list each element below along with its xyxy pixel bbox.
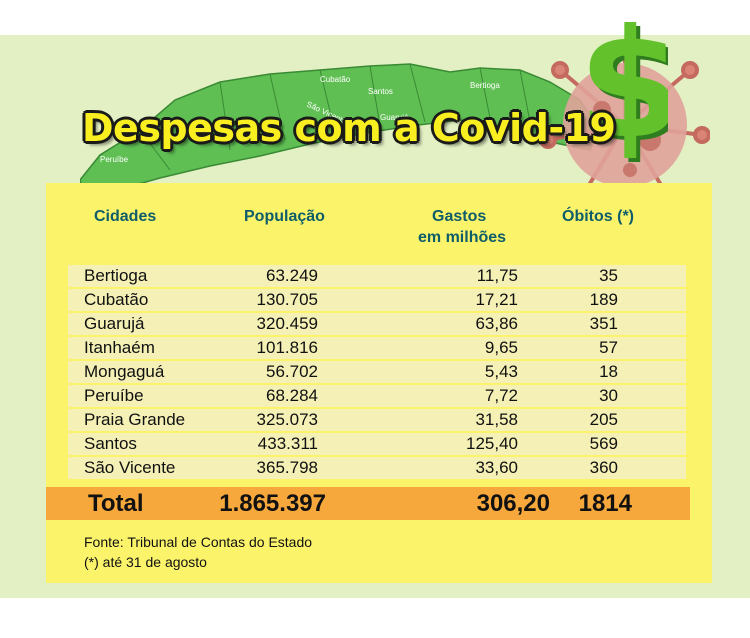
cell-population: 68.284 [266, 386, 318, 405]
svg-text:$: $ [582, 6, 668, 166]
coast-map: Bertioga Cubatão Santos São Vicente Guar… [80, 63, 601, 199]
background-bottom [0, 598, 750, 638]
header-deaths: Óbitos (*) [562, 208, 634, 225]
svg-text:$: $ [578, 6, 668, 166]
cell-deaths: 351 [589, 314, 618, 333]
cell-spending: 5,43 [484, 362, 518, 381]
cell-deaths: 189 [589, 290, 618, 309]
cell-population: 433.311 [257, 434, 318, 453]
map-label: Cubatão [320, 75, 351, 84]
cell-city: Guarujá [84, 314, 145, 333]
cell-city: Santos [84, 434, 137, 453]
header-cities: Cidades [94, 208, 157, 225]
cell-population: 130.705 [256, 290, 318, 309]
cell-deaths: 360 [589, 458, 618, 477]
cell-city: Itanhaém [84, 338, 155, 357]
map-label: Peruíbe [100, 155, 129, 164]
cell-spending: 63,86 [475, 314, 518, 333]
table-row: Cubatão 130.705 17,21 189 [68, 289, 686, 311]
cell-city: Mongaguá [84, 362, 165, 381]
total-deaths: 1814 [578, 490, 632, 517]
virus-icon [540, 40, 710, 209]
cell-city: Praia Grande [84, 410, 186, 429]
table-row: Praia Grande 325.073 31,58 205 [68, 409, 686, 431]
table-panel [46, 183, 712, 583]
map-label: Santos [368, 87, 393, 96]
table-row: Peruíbe 68.284 7,72 30 [68, 385, 686, 407]
cell-population: 56.702 [266, 362, 318, 381]
cell-spending: 11,75 [476, 266, 518, 285]
page-title: Despesas com a Covid-19 [82, 106, 616, 150]
total-row: Total 1.865.397 306,20 1814 [46, 487, 690, 520]
cell-deaths: 569 [589, 434, 618, 453]
total-spending: 306,20 [476, 490, 550, 517]
cell-population: 320.459 [256, 314, 318, 333]
cell-deaths: 205 [589, 410, 618, 429]
cell-city: Bertioga [84, 266, 148, 285]
table-row: Itanhaém 101.816 9,65 57 [68, 337, 686, 359]
cell-population: 365.798 [256, 458, 318, 477]
source-note: Fonte: Tribunal de Contas do Estado [84, 534, 313, 550]
header-population: População [244, 208, 325, 225]
table-row: Guarujá 320.459 63,86 351 [68, 313, 686, 335]
table-row: São Vicente 365.798 33,60 360 [68, 457, 686, 479]
header-spending-line1: Gastos [432, 208, 487, 225]
map-label: Bertioga [470, 81, 500, 90]
cell-city: Cubatão [84, 290, 149, 309]
cell-spending: 9,65 [484, 338, 518, 357]
total-population: 1.865.397 [219, 490, 326, 517]
cell-deaths: 18 [599, 362, 618, 381]
cell-deaths: 35 [599, 266, 618, 285]
header-spending-line2: em milhões [418, 229, 507, 246]
cell-spending: 33,60 [475, 458, 518, 477]
map-label: Guarujá [380, 113, 409, 122]
cell-spending: 125,40 [466, 434, 518, 453]
cell-spending: 31,58 [475, 410, 518, 429]
cell-population: 101.816 [256, 338, 318, 357]
cell-deaths: 57 [599, 338, 618, 357]
cell-city: São Vicente [84, 458, 176, 477]
table-row: Mongaguá 56.702 5,43 18 [68, 361, 686, 383]
cell-spending: 7,72 [484, 386, 518, 405]
cell-city: Peruíbe [84, 386, 144, 405]
cell-population: 325.073 [256, 410, 318, 429]
deaths-footnote: (*) até 31 de agosto [84, 554, 207, 570]
cell-population: 63.249 [266, 266, 318, 285]
table-row: Santos 433.311 125,40 569 [68, 433, 686, 455]
cell-spending: 17,21 [475, 290, 518, 309]
table-row: Bertioga 63.249 11,75 35 [68, 265, 686, 287]
cell-deaths: 30 [599, 386, 618, 405]
total-label: Total [88, 490, 144, 517]
dollar-sign-icon: $ $ [578, 6, 668, 166]
